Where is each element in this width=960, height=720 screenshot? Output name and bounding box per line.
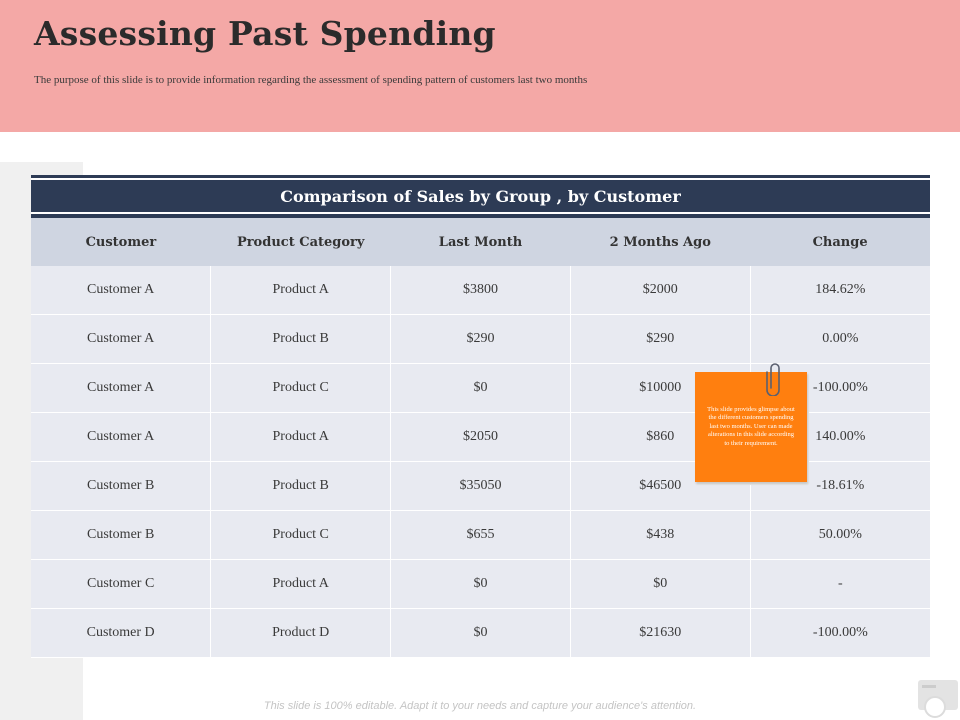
cell-product: Product A — [210, 412, 392, 462]
column-header-product-category: Product Category — [210, 218, 391, 266]
cell-2-months-ago: $2000 — [570, 266, 751, 315]
cell-change: - — [750, 559, 930, 609]
cell-product: Product C — [210, 510, 392, 560]
cell-last-month: $0 — [390, 559, 571, 609]
cell-product: Product B — [210, 461, 392, 511]
column-header-2-months-ago: 2 Months Ago — [570, 218, 751, 266]
cell-product: Product C — [210, 363, 392, 413]
table-row: Customer C Product A $0 $0 - — [31, 559, 930, 609]
cell-2-months-ago: $21630 — [570, 608, 751, 658]
cell-customer: Customer A — [31, 363, 212, 413]
data-table: Customer Product Category Last Month 2 M… — [31, 218, 930, 658]
cell-last-month: $655 — [390, 510, 571, 560]
table-header-row: Customer Product Category Last Month 2 M… — [31, 218, 930, 266]
page-title: Assessing Past Spending — [34, 14, 496, 53]
sticky-note-text: This slide provides glimpse about the di… — [707, 405, 795, 447]
sticky-note-body: This slide provides glimpse about the di… — [695, 372, 807, 482]
cell-customer: Customer C — [31, 559, 212, 609]
table-row: Customer A Product A $3800 $2000 184.62% — [31, 266, 930, 315]
page-subtitle: The purpose of this slide is to provide … — [34, 74, 588, 86]
paperclip-icon — [766, 363, 780, 396]
cell-last-month: $0 — [390, 608, 571, 658]
cell-product: Product B — [210, 314, 392, 364]
cell-2-months-ago: $0 — [570, 559, 751, 609]
table-top-rule — [31, 175, 930, 178]
sales-comparison-table: Comparison of Sales by Group , by Custom… — [31, 175, 930, 658]
cell-customer: Customer D — [31, 608, 212, 658]
cell-2-months-ago: $438 — [570, 510, 751, 560]
column-header-change: Change — [750, 218, 930, 266]
cell-last-month: $35050 — [390, 461, 571, 511]
cell-last-month: $290 — [390, 314, 571, 364]
table-row: Customer A Product C $0 $10000 -100.00% — [31, 363, 930, 413]
cell-customer: Customer A — [31, 412, 212, 462]
table-row: Customer B Product B $35050 $46500 -18.6… — [31, 461, 930, 511]
cell-product: Product D — [210, 608, 392, 658]
cell-product: Product A — [210, 266, 392, 315]
cell-change: 50.00% — [750, 510, 930, 560]
cell-product: Product A — [210, 559, 392, 609]
cell-customer: Customer B — [31, 461, 212, 511]
cell-last-month: $3800 — [390, 266, 571, 315]
cell-change: 0.00% — [750, 314, 930, 364]
table-row: Customer A Product B $290 $290 0.00% — [31, 314, 930, 364]
column-header-customer: Customer — [31, 218, 211, 266]
cell-customer: Customer A — [31, 314, 212, 364]
cell-customer: Customer B — [31, 510, 212, 560]
cell-customer: Customer A — [31, 266, 212, 315]
sticky-note: This slide provides glimpse about the di… — [695, 360, 810, 485]
footer-note: This slide is 100% editable. Adapt it to… — [263, 700, 697, 712]
cell-last-month: $2050 — [390, 412, 571, 462]
presentation-icon — [918, 680, 958, 718]
cell-2-months-ago: $290 — [570, 314, 751, 364]
table-title-rule — [31, 212, 930, 218]
cell-change: 184.62% — [750, 266, 930, 315]
table-row: Customer D Product D $0 $21630 -100.00% — [31, 608, 930, 658]
header-banner: Assessing Past Spending The purpose of t… — [0, 0, 960, 132]
cell-last-month: $0 — [390, 363, 571, 413]
table-title: Comparison of Sales by Group , by Custom… — [31, 180, 930, 212]
table-row: Customer B Product C $655 $438 50.00% — [31, 510, 930, 560]
cell-change: -100.00% — [750, 608, 930, 658]
column-header-last-month: Last Month — [390, 218, 571, 266]
